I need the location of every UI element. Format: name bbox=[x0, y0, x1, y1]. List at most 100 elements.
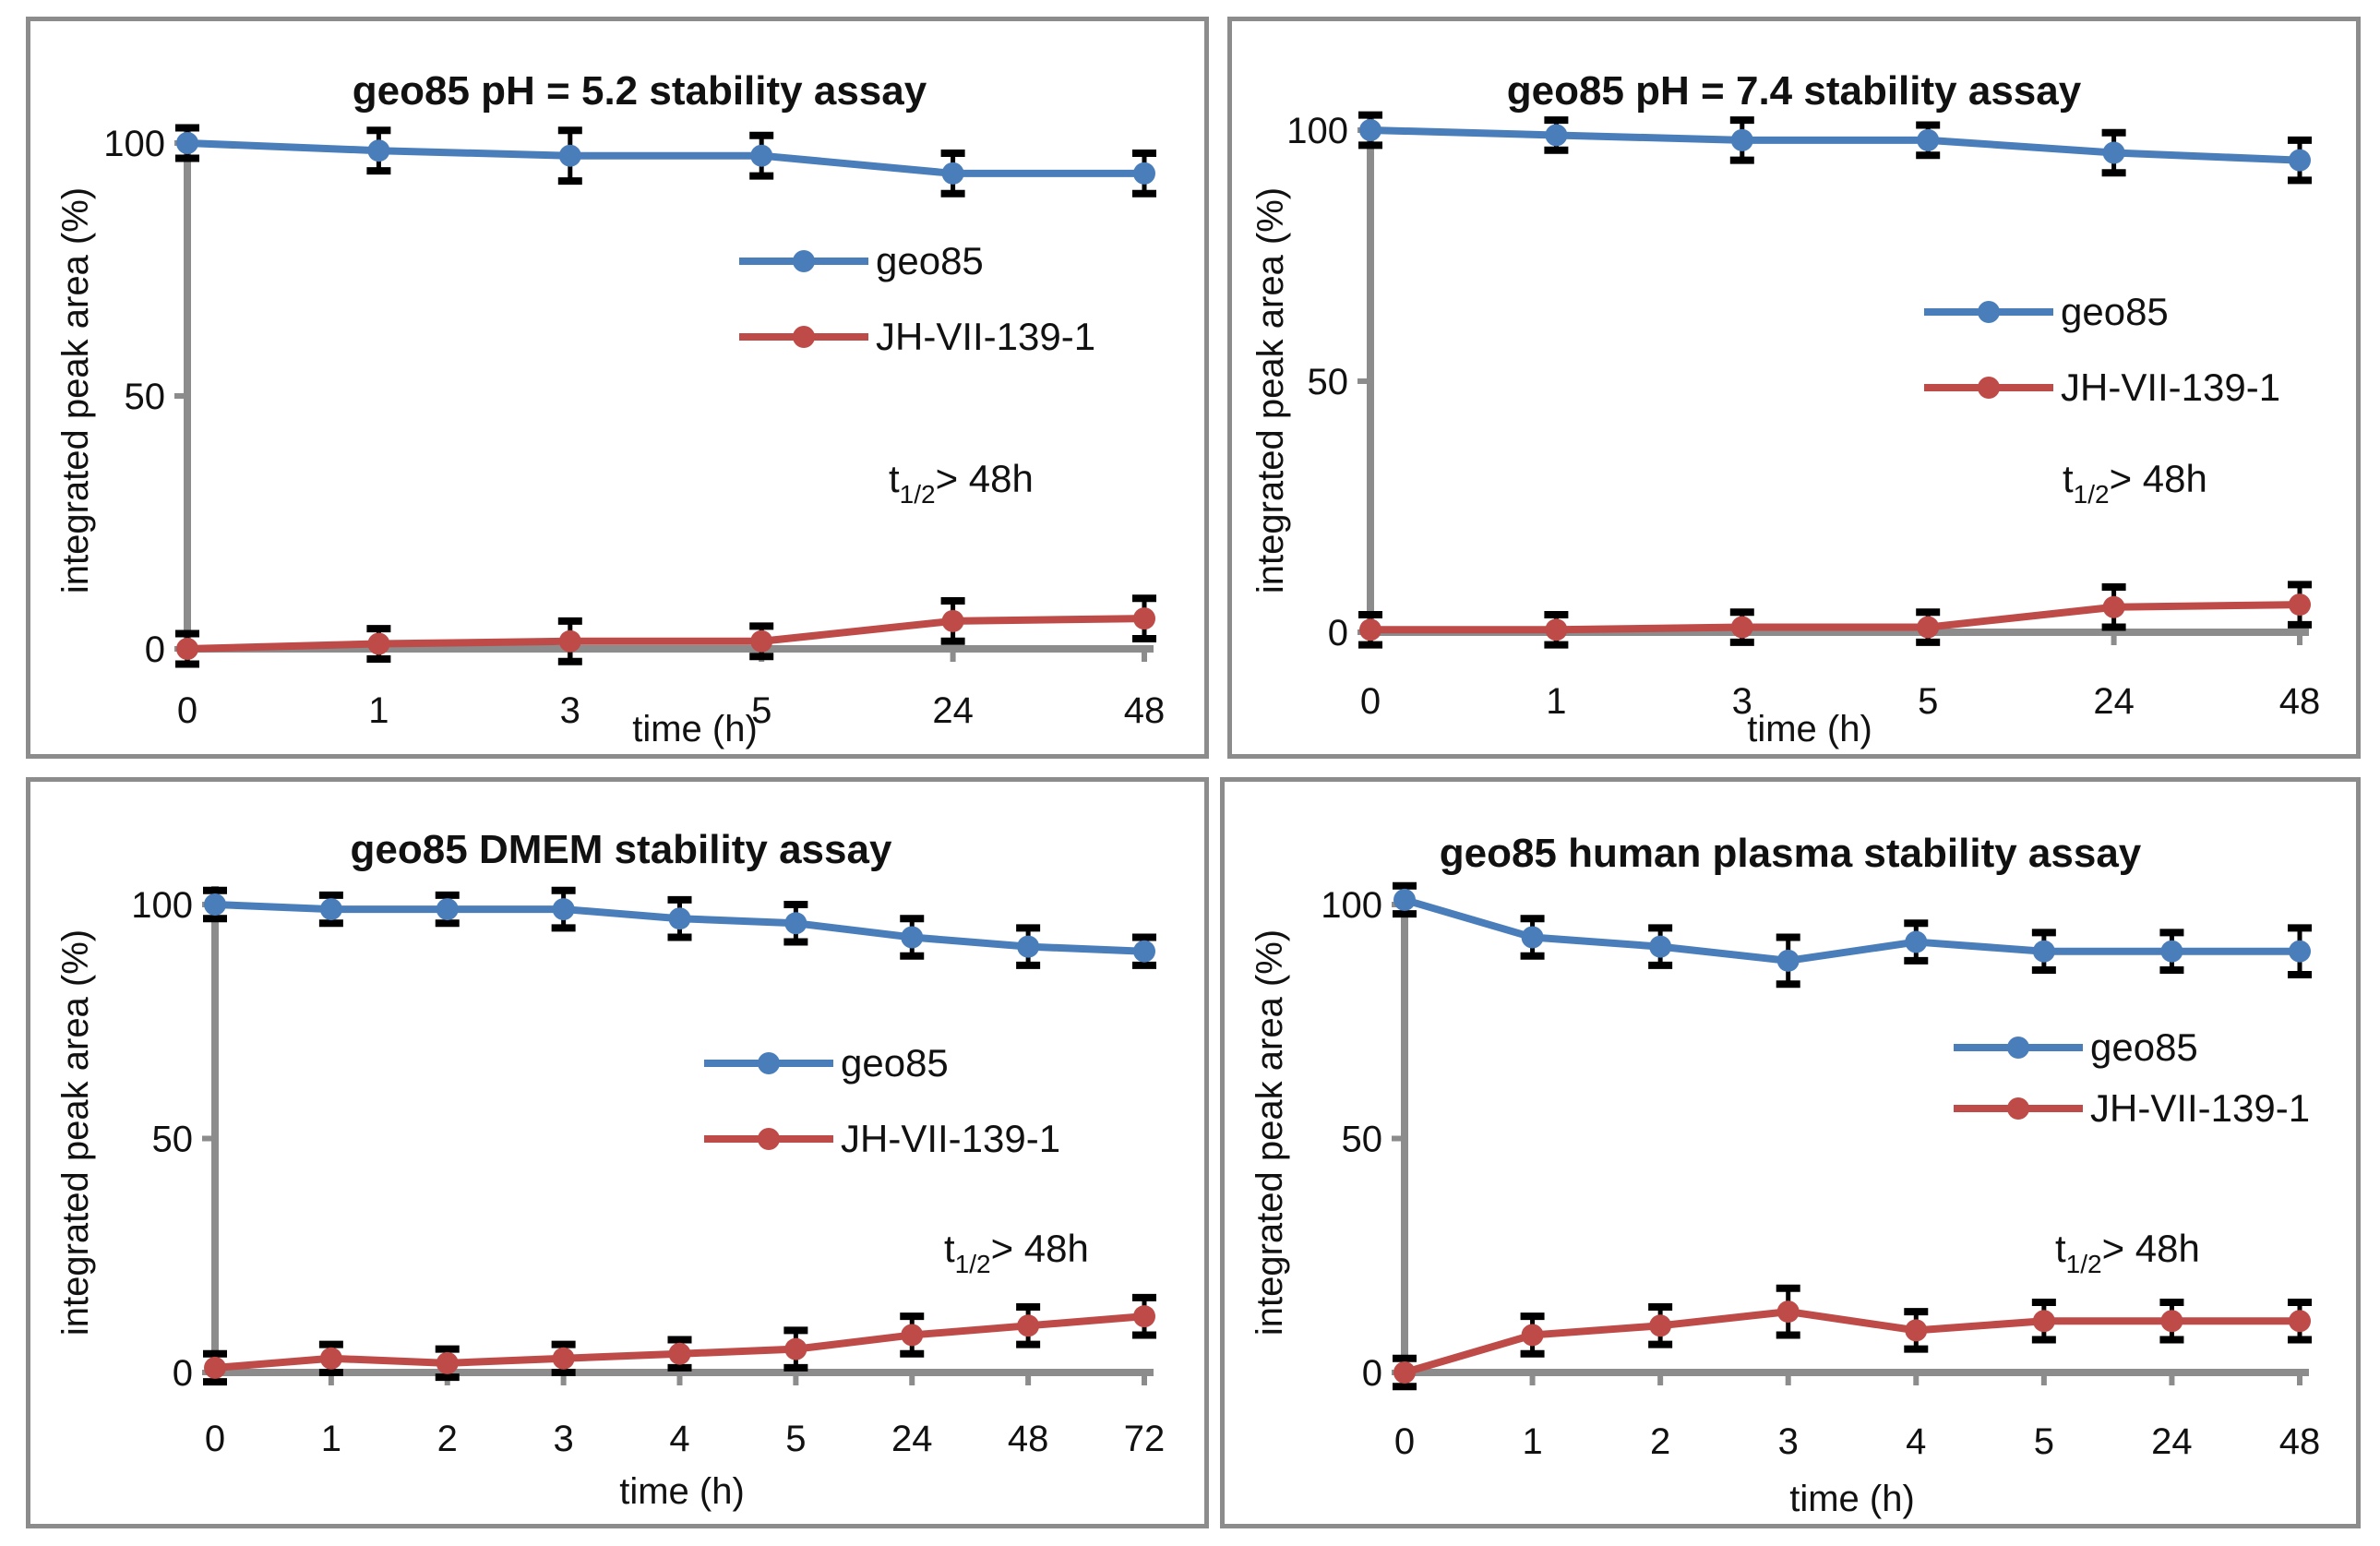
x-tick-label: 4 bbox=[1906, 1421, 1926, 1462]
chart-panel-dmem: geo85 DMEM stability assay 0 50 100 0 1 2 3 4 5 24… bbox=[26, 777, 1209, 1528]
y-tick-label: 50 bbox=[125, 377, 166, 417]
data-point bbox=[319, 1347, 342, 1370]
data-point bbox=[1133, 162, 1155, 185]
legend-label: geo85 bbox=[876, 239, 984, 282]
data-point bbox=[1133, 940, 1155, 963]
data-point bbox=[558, 629, 581, 653]
x-axis-label: time (h) bbox=[1747, 709, 1872, 749]
data-point bbox=[1905, 1319, 1928, 1342]
legend-item: JH-VII-139-1 bbox=[1924, 366, 2280, 409]
x-tick-label: 5 bbox=[2034, 1421, 2054, 1462]
data-point bbox=[1776, 949, 1800, 972]
y-tick-label: 100 bbox=[131, 885, 193, 926]
y-tick-label: 100 bbox=[1286, 111, 1348, 151]
data-point bbox=[1917, 128, 1940, 151]
data-point bbox=[2102, 141, 2125, 164]
legend-item: JH-VII-139-1 bbox=[1954, 1086, 2310, 1130]
data-point bbox=[176, 638, 198, 660]
data-point bbox=[1649, 1314, 1672, 1337]
data-point bbox=[1545, 124, 1568, 147]
half-life-annotation: t1/2> 48h bbox=[944, 1227, 1089, 1278]
data-point bbox=[1649, 935, 1672, 958]
legend-label: geo85 bbox=[2090, 1025, 2198, 1069]
x-tick-label: 24 bbox=[2093, 681, 2135, 722]
series-geo85 bbox=[1393, 881, 2312, 989]
data-point bbox=[941, 609, 964, 632]
y-tick-label: 0 bbox=[1328, 613, 1348, 653]
series-line bbox=[186, 139, 1144, 177]
x-tick-label: 0 bbox=[1394, 1421, 1415, 1462]
y-tick-label: 0 bbox=[173, 1353, 193, 1394]
x-tick-label: 2 bbox=[437, 1419, 458, 1459]
data-point bbox=[1133, 607, 1155, 630]
data-point bbox=[668, 907, 691, 930]
data-point bbox=[1545, 618, 1568, 641]
data-point bbox=[552, 1347, 575, 1370]
legend-item: geo85 bbox=[1954, 1025, 2198, 1069]
x-tick-label: 2 bbox=[1650, 1421, 1670, 1462]
data-point bbox=[668, 1342, 691, 1365]
data-point bbox=[784, 912, 807, 935]
x-tick-label: 5 bbox=[751, 690, 771, 731]
x-tick-label: 1 bbox=[1522, 1421, 1542, 1462]
y-axis-label: integrated peak area (%) bbox=[1250, 187, 1291, 593]
x-tick-label: 0 bbox=[177, 690, 197, 731]
data-point bbox=[2160, 1310, 2183, 1333]
chart-panel-ph52: geo85 pH = 5.2 stability assay 0 50 100 0 1 3 5… bbox=[26, 17, 1209, 759]
data-point bbox=[204, 893, 226, 916]
half-life-annotation: t1/2> 48h bbox=[2055, 1227, 2200, 1278]
x-tick-label: 72 bbox=[1124, 1419, 1166, 1459]
data-point bbox=[1393, 1361, 1416, 1384]
data-point bbox=[2289, 149, 2311, 172]
data-point bbox=[1776, 1300, 1800, 1324]
x-tick-label: 24 bbox=[891, 1419, 933, 1459]
x-tick-label: 24 bbox=[2151, 1421, 2193, 1462]
data-point bbox=[784, 1337, 807, 1360]
chart-title: geo85 human plasma stability assay bbox=[1440, 831, 2142, 876]
x-tick-label: 1 bbox=[1546, 681, 1566, 722]
series-line bbox=[1370, 601, 2301, 634]
legend-marker bbox=[758, 1052, 780, 1074]
x-tick-label: 1 bbox=[321, 1419, 341, 1459]
x-tick-label: 3 bbox=[1732, 681, 1752, 722]
half-life-annotation: t1/2> 48h bbox=[2063, 457, 2207, 509]
chart-title: geo85 DMEM stability assay bbox=[351, 827, 892, 872]
x-tick-label: 0 bbox=[205, 1419, 225, 1459]
data-point bbox=[2032, 940, 2055, 963]
series-line bbox=[186, 615, 1145, 653]
x-tick-label: 5 bbox=[1918, 681, 1938, 722]
legend-marker bbox=[1978, 377, 2000, 399]
legend-marker bbox=[758, 1128, 780, 1150]
x-tick-label: 48 bbox=[1124, 690, 1166, 731]
series-geo85 bbox=[1358, 111, 2312, 185]
data-point bbox=[1133, 1305, 1155, 1328]
data-point bbox=[1730, 128, 1753, 151]
x-axis-label: time (h) bbox=[619, 1471, 745, 1512]
legend-item: geo85 bbox=[739, 239, 984, 282]
legend-item: JH-VII-139-1 bbox=[739, 315, 1095, 358]
data-point bbox=[2289, 940, 2311, 963]
series-line bbox=[1369, 126, 2301, 164]
legend-label: geo85 bbox=[841, 1041, 949, 1085]
x-tick-label: 5 bbox=[785, 1419, 806, 1459]
data-point bbox=[558, 144, 581, 167]
x-tick-label: 48 bbox=[2279, 681, 2321, 722]
data-point bbox=[750, 629, 773, 653]
chart-title: geo85 pH = 5.2 stability assay bbox=[353, 68, 927, 114]
x-tick-label: 3 bbox=[560, 690, 580, 731]
data-point bbox=[2289, 593, 2311, 617]
legend-label: JH-VII-139-1 bbox=[876, 315, 1095, 358]
data-point bbox=[941, 162, 964, 185]
legend-item: geo85 bbox=[1924, 290, 2169, 333]
data-point bbox=[1017, 1314, 1040, 1337]
legend-label: JH-VII-139-1 bbox=[2090, 1086, 2310, 1130]
x-tick-label: 24 bbox=[932, 690, 974, 731]
legend-marker bbox=[2007, 1037, 2029, 1059]
legend-marker bbox=[793, 250, 815, 272]
half-life-annotation: t1/2> 48h bbox=[889, 457, 1034, 509]
legend-label: JH-VII-139-1 bbox=[2061, 366, 2280, 409]
series-jh-vii-139-1 bbox=[1393, 1284, 2312, 1391]
legend-marker bbox=[2007, 1097, 2029, 1120]
y-tick-label: 0 bbox=[145, 629, 165, 670]
data-point bbox=[1359, 618, 1381, 641]
